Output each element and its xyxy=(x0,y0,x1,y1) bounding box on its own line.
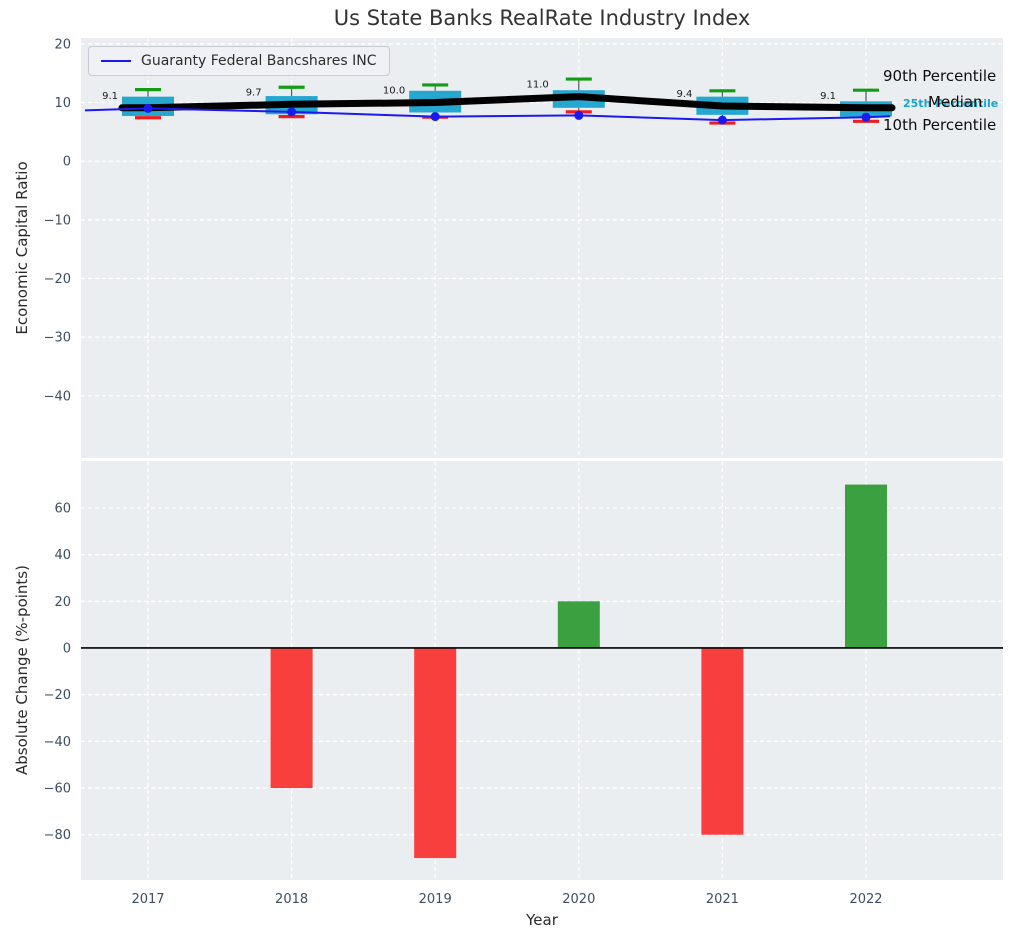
tick-label: −20 xyxy=(44,688,71,703)
tick-label: 2017 xyxy=(131,892,164,907)
tick-label: 2021 xyxy=(706,892,739,907)
median-value-label: 9.1 xyxy=(820,91,836,102)
bar-positive xyxy=(845,484,887,648)
tick-label: −80 xyxy=(44,828,71,843)
company-marker xyxy=(861,112,871,122)
median-line xyxy=(118,93,896,112)
boxplot-chart: 20 10 0 −10 −20 −30 −40 9.1 9.7 10.0 11.0 9.4 9.1 xyxy=(44,37,1003,458)
tick-label: 40 xyxy=(54,548,71,563)
top-plot-area: 20 10 0 −10 −20 −30 −40 9.1 9.7 10.0 11.0 9.4 9.1 xyxy=(44,37,1003,458)
annotation-10th-percentile: 10th Percentile xyxy=(883,116,997,134)
tick-label: −60 xyxy=(44,782,71,797)
median-value-label: 10.0 xyxy=(383,86,405,97)
company-marker xyxy=(574,110,584,120)
bar-chart: 60 40 20 0 −20 −40 −60 −80 2017 2018 2019 2020 2021 2… xyxy=(44,461,1003,907)
bar-negative xyxy=(414,647,457,859)
y-axis-label-bottom: Absolute Change (%-points) xyxy=(13,565,31,775)
legend-line-icon xyxy=(101,60,131,62)
company-line xyxy=(84,107,891,122)
bottom-plot-area: 60 40 20 0 −20 −40 −60 −80 2017 2018 2019 2020 2021 2… xyxy=(44,461,1003,907)
company-marker xyxy=(717,115,727,125)
y-axis-label-top: Economic Capital Ratio xyxy=(13,161,31,335)
median-value-label: 11.0 xyxy=(527,80,549,91)
tick-label: −40 xyxy=(44,735,71,750)
legend: Guaranty Federal Bancshares INC xyxy=(88,46,390,76)
median-value-label: 9.7 xyxy=(246,87,262,98)
tick-label: −10 xyxy=(44,213,71,228)
annotation-90th-percentile: 90th Percentile xyxy=(883,67,997,85)
bar-negative xyxy=(701,647,744,835)
tick-label: −30 xyxy=(44,331,71,346)
tick-label: 10 xyxy=(54,96,71,111)
legend-label: Guaranty Federal Bancshares INC xyxy=(141,53,377,69)
tick-label: 20 xyxy=(54,37,71,52)
company-marker xyxy=(287,107,297,117)
bar-negative xyxy=(270,647,313,789)
annotation-median: Median xyxy=(928,93,983,111)
chart-title: Us State Banks RealRate Industry Index xyxy=(333,6,751,30)
tick-label: 2019 xyxy=(419,892,452,907)
company-marker xyxy=(143,103,153,113)
tick-label: −20 xyxy=(44,272,71,287)
tick-label: 2018 xyxy=(275,892,308,907)
annotation-25th-percentile: 25th Percentile xyxy=(903,97,999,110)
bar-positive xyxy=(557,601,600,648)
tick-label: 0 xyxy=(63,155,71,170)
tick-label: 2022 xyxy=(849,892,882,907)
company-marker xyxy=(430,112,440,122)
tick-label: 0 xyxy=(63,641,71,656)
x-axis-label: Year xyxy=(526,911,558,929)
tick-label: 2020 xyxy=(562,892,595,907)
tick-label: −40 xyxy=(44,389,71,404)
tick-label: 60 xyxy=(54,501,71,516)
median-value-label: 9.4 xyxy=(676,89,692,100)
median-value-label: 9.1 xyxy=(102,91,118,102)
tick-label: 20 xyxy=(54,595,71,610)
